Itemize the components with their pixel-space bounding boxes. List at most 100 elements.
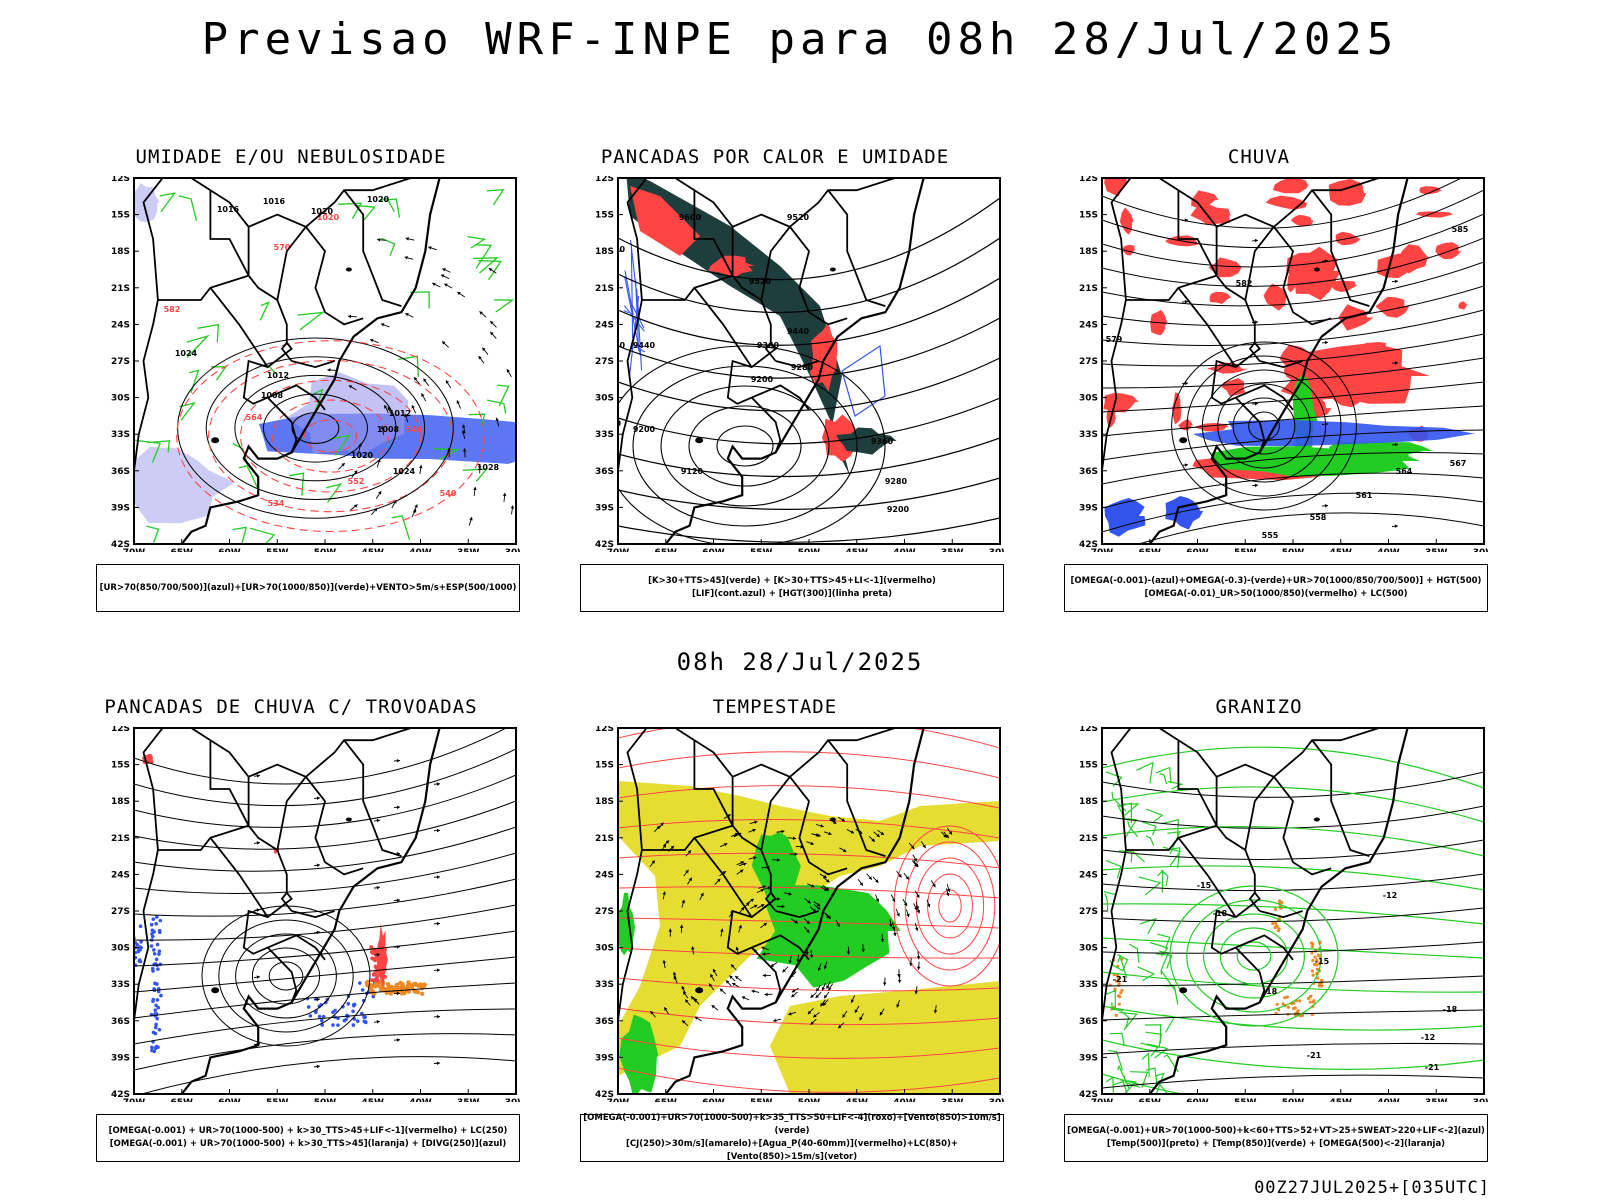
border-line: [305, 776, 364, 876]
border-line: [760, 226, 791, 301]
panel-chuva: CHUVA 585 582 579 576 573 570 567 564 561 558 555 1…: [1024, 146, 1494, 646]
panel-caption: [OMEGA(-0.001)+UR>70(1000-500)+k<60+TTS>…: [1064, 1114, 1488, 1162]
lat-tick-label: 18S: [595, 247, 614, 257]
lat-tick-label: 27S: [595, 907, 614, 917]
contour-label: 9600: [603, 245, 626, 254]
lat-tick-label: 15S: [595, 211, 614, 221]
lat-tick-label: 39S: [111, 503, 130, 513]
border-line: [732, 178, 896, 228]
lat-tick-label: 27S: [1079, 357, 1098, 367]
contour-label: -15: [1197, 881, 1212, 890]
border-line: [626, 728, 733, 851]
lon-tick-label: 45W: [846, 548, 869, 552]
border-line: [142, 728, 249, 851]
border-line: [134, 849, 159, 1021]
lat-tick-label: 36S: [1079, 1017, 1098, 1027]
border-line: [1244, 226, 1275, 301]
lon-tick-label: 45W: [362, 1098, 385, 1102]
lat-tick-label: 33S: [111, 980, 130, 990]
contour-label: 540: [440, 489, 457, 498]
lat-tick-label: 36S: [1079, 467, 1098, 477]
lat-tick-label: 12S: [595, 726, 614, 734]
contour-label: 9200: [633, 425, 656, 434]
lat-tick-label: 24S: [111, 870, 130, 880]
lat-tick-label: 33S: [595, 430, 614, 440]
border-line: [827, 739, 886, 857]
axes: 12S 15S 18S 21S 24S 27S 30S 33S 36S 39S 42S70W 65W 6…: [1079, 176, 1488, 552]
lat-tick-label: 33S: [1079, 980, 1098, 990]
lon-tick-label: 50W: [798, 548, 821, 552]
lat-tick-label: 12S: [111, 176, 130, 184]
contour-label: -18: [1213, 909, 1228, 918]
border-line: [1244, 776, 1275, 851]
lon-tick-label: 35W: [457, 1098, 480, 1102]
contour-label: 1016: [263, 197, 286, 206]
border-line: [751, 934, 810, 961]
caption-line: [OMEGA(-0.01)_UR>50(1000/850)(vermelho) …: [1144, 589, 1408, 599]
political-map: [618, 178, 925, 544]
border-line: [760, 776, 791, 851]
panel-pancadas-calor: PANCADAS POR CALOR E UMIDADE 9600 9520 960…: [540, 146, 1010, 646]
forecast-time-title: 08h 28/Jul/2025: [676, 648, 924, 676]
panel-caption: [OMEGA(-0.001)-(azul)+OMEGA(-0.3)-(verde…: [1064, 564, 1488, 612]
contour-label: 9200: [887, 505, 910, 514]
lat-tick-label: 18S: [595, 797, 614, 807]
lat-tick-label: 15S: [111, 211, 130, 221]
lon-tick-label: 60W: [702, 1098, 725, 1102]
lon-tick-label: 65W: [655, 548, 678, 552]
panel-caption: [OMEGA(-0.001)+UR>70(1000-500)+k>35_TTS>…: [580, 1113, 1004, 1162]
lon-tick-label: 35W: [457, 548, 480, 552]
lat-tick-label: 24S: [111, 320, 130, 330]
lon-tick-label: 60W: [1186, 548, 1209, 552]
axes: 12S 15S 18S 21S 24S 27S 30S 33S 36S 39S 42S70W 65W 6…: [111, 726, 520, 1102]
shading-layer: [626, 178, 897, 476]
panel-map-pancadas-calor: 9600 9520 9600 9520 9440 9360 9440 9360 9280 9200…: [595, 176, 1004, 552]
caption-line: [UR>70(850/700/500)](azul)+[UR>70(1000/8…: [99, 582, 517, 593]
lat-tick-label: 18S: [111, 797, 130, 807]
contour-label: 9520: [787, 213, 810, 222]
political-map: [134, 178, 441, 544]
lon-tick-label: 55W: [266, 1098, 289, 1102]
contour-label: -12: [1383, 891, 1397, 900]
lat-tick-label: 24S: [1079, 870, 1098, 880]
lat-tick-label: 12S: [1079, 726, 1098, 734]
lat-tick-label: 42S: [111, 1090, 130, 1100]
border-line: [267, 384, 326, 411]
lat-tick-label: 12S: [1079, 176, 1098, 184]
lon-tick-label: 70W: [123, 1098, 146, 1102]
lon-tick-label: 55W: [266, 548, 289, 552]
lon-tick-label: 40W: [409, 1098, 432, 1102]
border-line: [732, 728, 896, 778]
border-line: [280, 892, 293, 912]
panel-caption: [UR>70(850/700/500)](azul)+[UR>70(1000/8…: [96, 564, 520, 612]
contour-label: 1008: [377, 425, 400, 434]
lon-tick-label: 65W: [1139, 548, 1162, 552]
lon-tick-label: 55W: [750, 548, 773, 552]
lat-tick-label: 27S: [1079, 907, 1098, 917]
lon-tick-label: 45W: [846, 1098, 869, 1102]
lon-tick-label: 35W: [1425, 548, 1448, 552]
contour-label: 555: [1262, 531, 1279, 540]
contour-label: 1020: [367, 195, 390, 204]
lat-tick-label: 33S: [1079, 430, 1098, 440]
border-line: [1311, 739, 1370, 857]
lat-tick-label: 21S: [111, 834, 130, 844]
caption-line: [OMEGA(-0.001) + UR>70(1000-500) + k>30_…: [108, 1126, 508, 1136]
axes: 12S 15S 18S 21S 24S 27S 30S 33S 36S 39S 42S70W 65W 6…: [111, 176, 520, 552]
border-line: [209, 287, 269, 368]
lon-tick-label: 40W: [893, 548, 916, 552]
border-line: [1102, 849, 1127, 1021]
lat-tick-label: 12S: [595, 176, 614, 184]
lat-tick-label: 15S: [1079, 761, 1098, 771]
lat-tick-label: 33S: [595, 980, 614, 990]
caption-line: [OMEGA(-0.001) + UR>70(1000-500) + k>30_…: [109, 1139, 507, 1149]
border-line: [248, 178, 412, 228]
contour-label: 1020: [311, 207, 334, 216]
lake: [829, 267, 836, 272]
lat-tick-label: 39S: [1079, 503, 1098, 513]
contour-label: 9360: [603, 341, 626, 350]
lat-tick-label: 36S: [111, 1017, 130, 1027]
contour-label: 1020: [317, 213, 340, 222]
run-info-footer: 00Z27JUL2025+[035UTC]: [1254, 1178, 1490, 1198]
lat-tick-label: 21S: [595, 284, 614, 294]
